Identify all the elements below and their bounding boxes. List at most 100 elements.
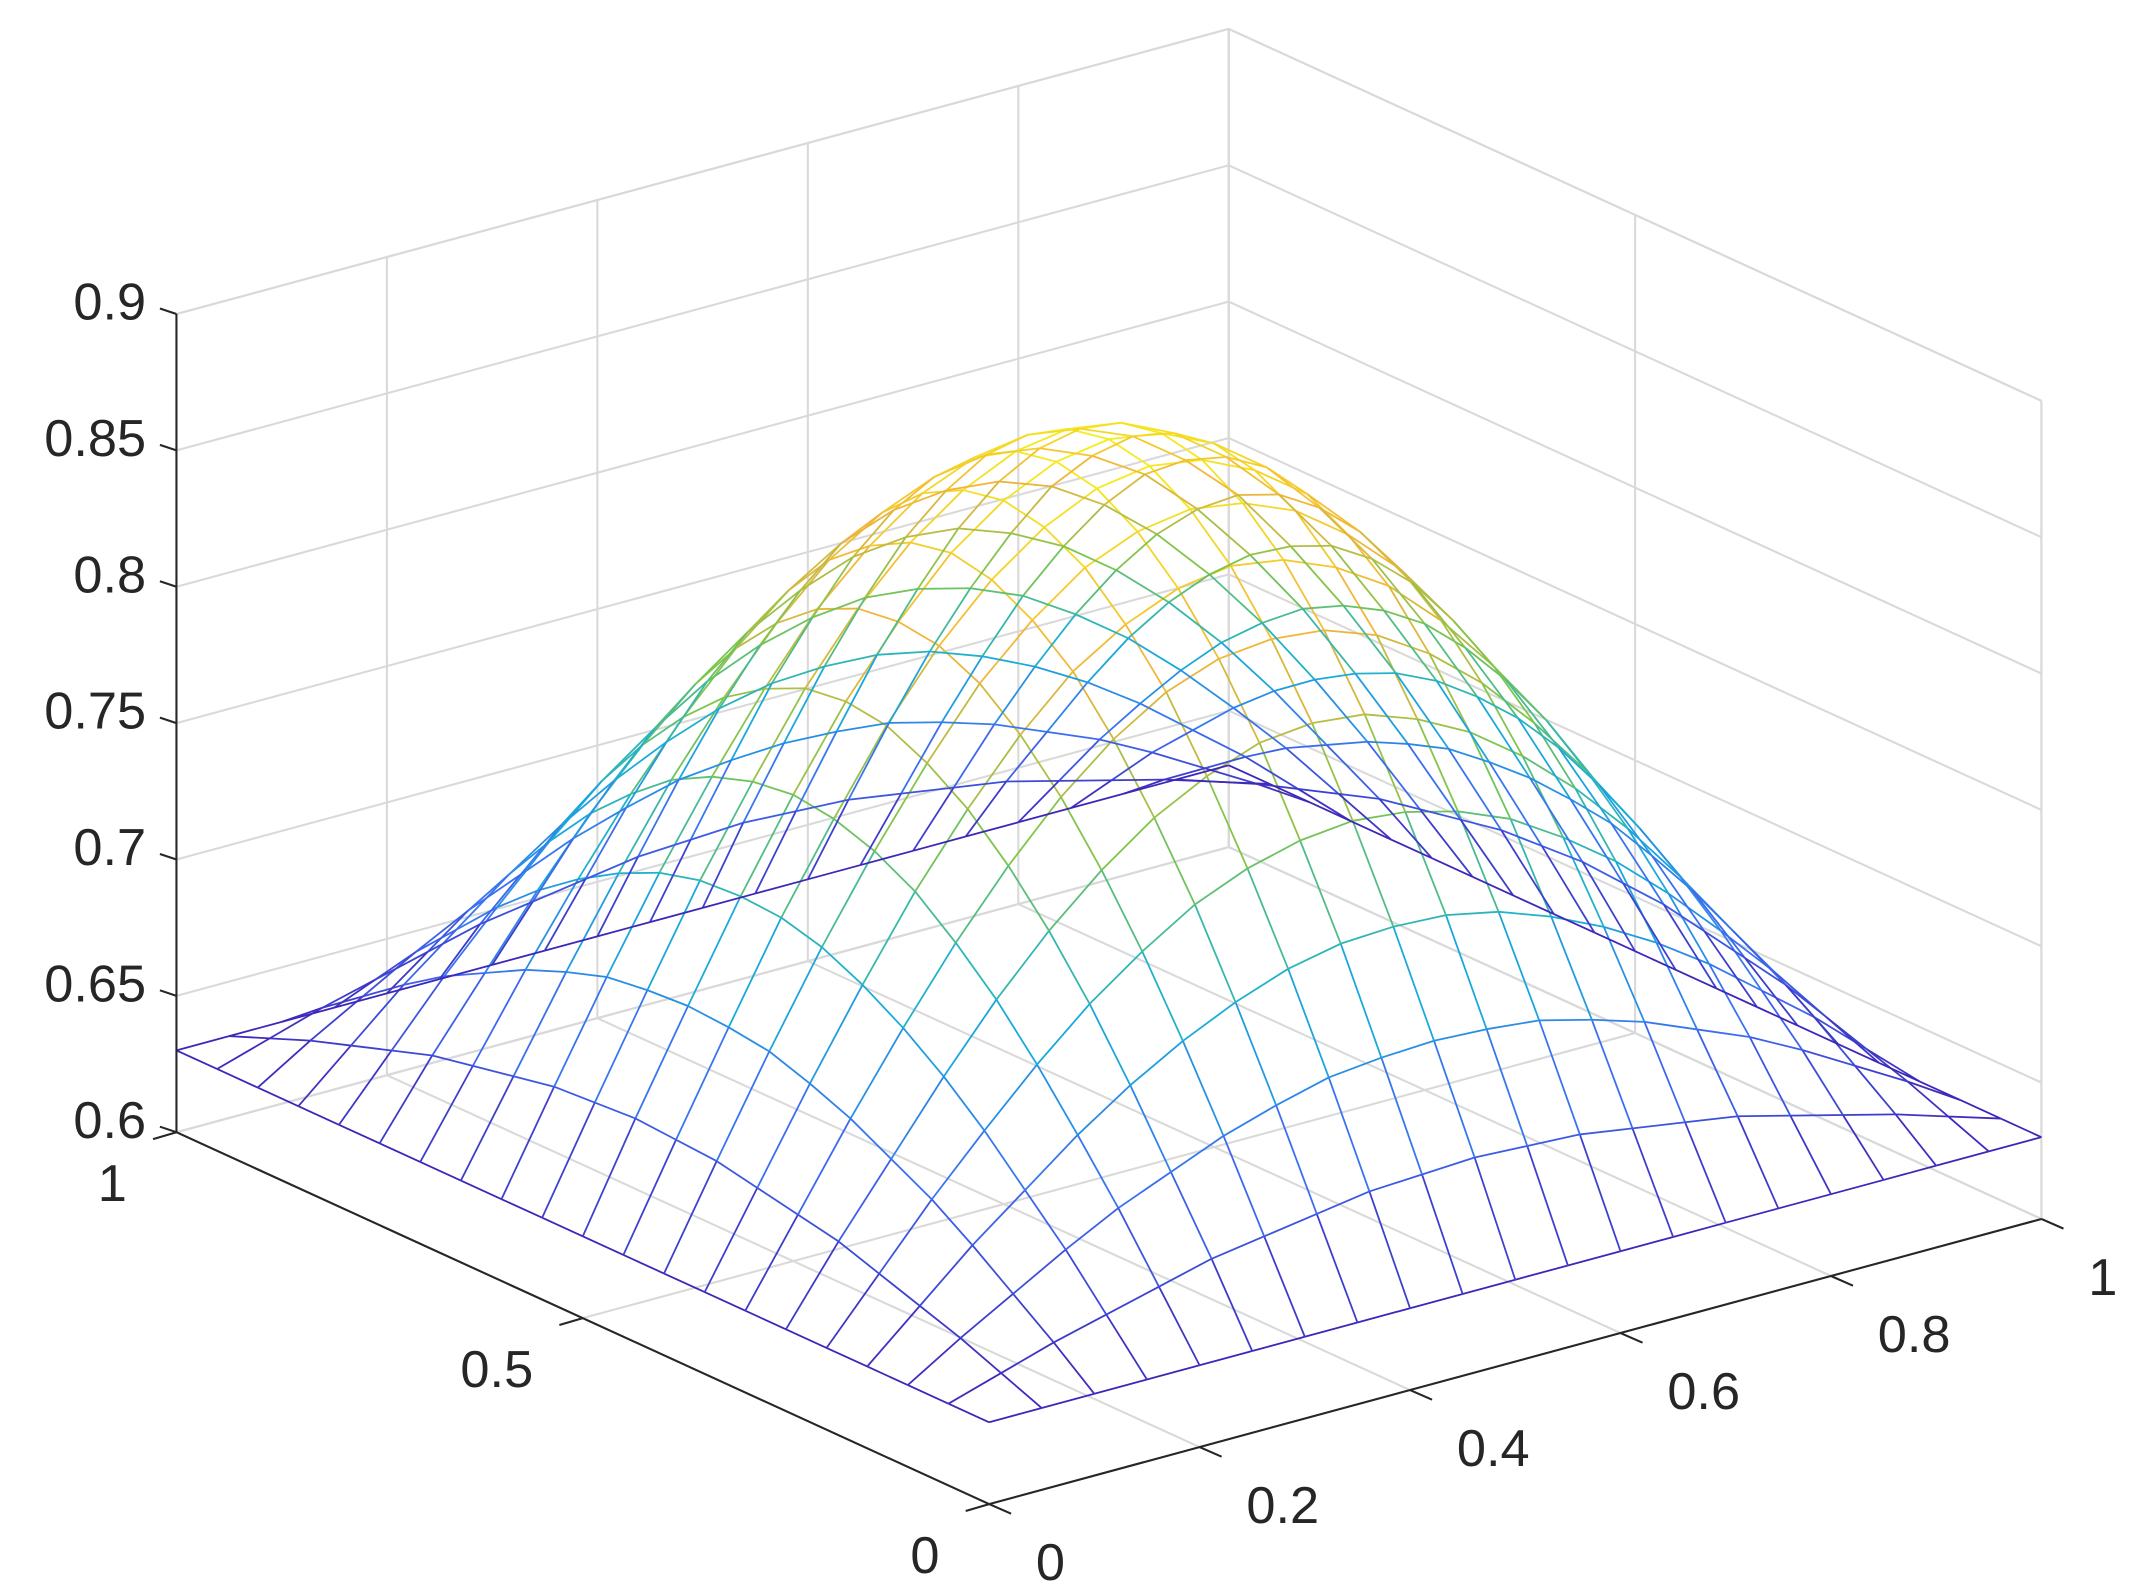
mesh-segment	[1189, 508, 1232, 567]
mesh-segment	[993, 666, 1036, 725]
mesh-segment	[704, 1291, 746, 1312]
mesh-segment	[1509, 818, 1553, 917]
mesh-segment	[1500, 829, 1543, 847]
mesh-segment	[1423, 623, 1478, 698]
mesh-segment	[1598, 784, 1653, 857]
mesh-segment	[1412, 582, 1454, 622]
mesh-segment	[840, 509, 895, 545]
mesh-segment	[1139, 669, 1182, 705]
grid-line	[176, 27, 2042, 402]
mesh-segment	[1144, 459, 1186, 476]
mesh-segment	[1043, 487, 1098, 528]
mesh-segment	[1210, 1258, 1254, 1352]
mesh-segment	[1643, 1021, 1686, 1123]
mesh-segment	[1407, 743, 1449, 750]
mesh-segment	[1113, 691, 1167, 740]
mesh-segment	[994, 723, 1048, 733]
mesh-segment	[553, 1085, 596, 1104]
mesh-segment	[1146, 1364, 1200, 1381]
mesh-segment	[637, 779, 680, 858]
x-tick-label: 0.4	[1457, 1420, 1530, 1478]
mesh-segment	[1522, 755, 1576, 789]
mesh-segment	[1557, 747, 1612, 824]
mesh-segment	[1316, 1190, 1370, 1215]
mesh-segment	[1031, 619, 1074, 672]
mesh-segment	[1115, 533, 1158, 571]
mesh-segment	[1111, 751, 1153, 782]
mesh-segment	[797, 1213, 840, 1243]
mesh-segment	[759, 616, 813, 647]
mesh-segment	[1375, 634, 1419, 720]
mesh-segment	[1631, 1128, 1674, 1238]
mesh-segment	[991, 579, 1033, 621]
mesh-segment	[1041, 1392, 1095, 1409]
mesh-segment	[991, 526, 1045, 581]
mesh-segment	[1878, 1061, 1920, 1083]
mesh-segment	[537, 878, 579, 892]
mesh-segment	[1168, 573, 1210, 603]
mesh-segment	[747, 589, 802, 633]
mesh-segment	[1866, 1048, 1920, 1083]
mesh-segment	[727, 917, 783, 1028]
mesh-segment	[1309, 801, 1352, 822]
mesh-segment	[1948, 1115, 2001, 1120]
mesh-segment	[1302, 608, 1357, 675]
mesh-segment	[1297, 788, 1339, 795]
mesh-segment	[739, 794, 795, 897]
mesh-segment	[1842, 1114, 1885, 1181]
mesh-segment	[1567, 1250, 1621, 1267]
mesh-segment	[1383, 610, 1438, 682]
mesh-segment	[1015, 428, 1069, 453]
mesh-segment	[1756, 1006, 1798, 1027]
mesh-segment	[675, 1138, 718, 1162]
mesh-segment	[1314, 672, 1356, 681]
mesh-segment	[1213, 442, 1256, 471]
mesh-segment	[386, 951, 429, 994]
mesh-segment	[889, 721, 942, 724]
mesh-segment	[1395, 672, 1437, 682]
mesh-segment	[1315, 1213, 1359, 1323]
mesh-segment	[415, 909, 469, 953]
mesh-segment	[964, 780, 1008, 838]
mesh-segment	[630, 779, 672, 795]
mesh-segment	[1285, 744, 1327, 750]
mesh-segment	[1655, 942, 1698, 1030]
mesh-segment	[1541, 845, 1583, 863]
mesh-segment	[1411, 582, 1466, 649]
mesh-segment	[1089, 950, 1143, 1005]
mesh-segment	[919, 1305, 962, 1339]
mesh-segment	[1000, 1372, 1043, 1409]
mesh-segment	[1228, 764, 1270, 785]
mesh-segment	[491, 901, 534, 966]
mesh-segment	[1622, 882, 1665, 906]
mesh-segment	[553, 976, 608, 1088]
mesh-segment	[1725, 1207, 1779, 1224]
mesh-segment	[1048, 930, 1091, 1005]
mesh-segment	[912, 835, 966, 852]
mesh-segment	[1282, 559, 1325, 631]
mesh-segment	[962, 450, 1017, 491]
mesh-segment	[1080, 427, 1134, 438]
mesh-segment	[1318, 507, 1373, 560]
mesh-segment	[1656, 941, 1710, 965]
mesh-segment	[861, 891, 916, 986]
mesh-segment	[1457, 810, 1511, 820]
mesh-segment	[1278, 493, 1333, 547]
mesh-segment	[1017, 780, 1060, 823]
mesh-segment	[928, 587, 972, 652]
mesh-segment	[1062, 504, 1105, 547]
mesh-segment	[1708, 963, 1751, 1038]
mesh-segment	[601, 727, 656, 782]
mesh-segment	[541, 1102, 596, 1219]
mesh-segment	[1156, 508, 1198, 535]
mesh-segment	[825, 1273, 880, 1349]
mesh-segment	[1367, 740, 1409, 745]
mesh-segment	[826, 1347, 868, 1368]
mesh-segment	[1180, 669, 1234, 709]
mesh-segment	[730, 742, 785, 762]
mesh-segment	[1352, 811, 1406, 822]
mesh-segment	[1424, 622, 1466, 649]
mesh-segment	[1445, 910, 1499, 917]
mesh-segment	[1378, 798, 1433, 859]
mesh-segment	[532, 878, 586, 903]
